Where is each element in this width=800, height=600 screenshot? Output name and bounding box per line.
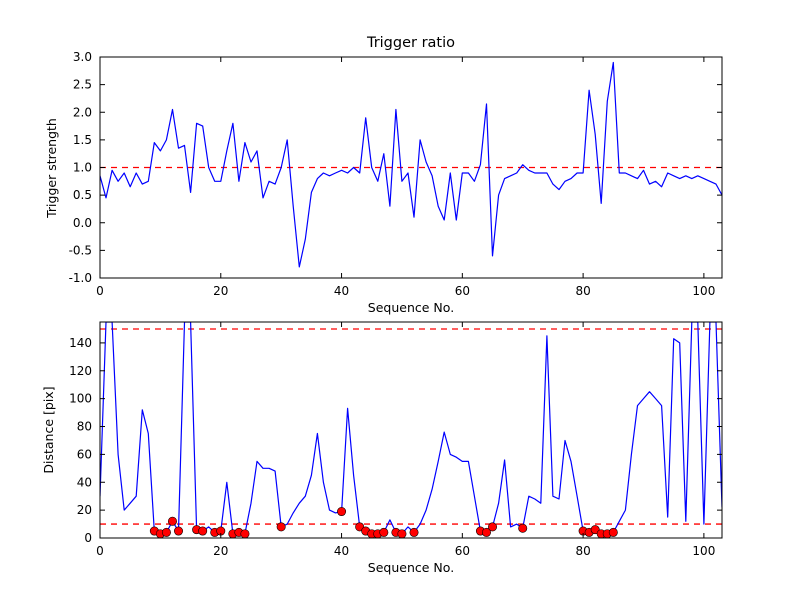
- x-tick-label: 60: [455, 284, 470, 298]
- scatter-point: [518, 523, 528, 533]
- y-tick-label: 20: [77, 503, 92, 517]
- x-tick-label: 40: [334, 544, 349, 558]
- y-tick-label: 60: [77, 447, 92, 461]
- y-tick-label: 2.0: [73, 105, 92, 119]
- y-tick-label: 1.5: [73, 133, 92, 147]
- scatter-point: [198, 526, 208, 536]
- bottom-axes: 0 20 40 60 80 100 0 20 40 60 80 100 120 140: [69, 321, 723, 558]
- y-tick-label: 1.0: [73, 161, 92, 175]
- scatter-point: [276, 522, 286, 532]
- scatter-point: [608, 527, 618, 537]
- scatter-point: [167, 516, 177, 526]
- bottom-x-axis-label: Sequence No.: [368, 560, 454, 575]
- scatter-point: [409, 527, 419, 537]
- y-tick-label: 2.5: [73, 78, 92, 92]
- scatter-point: [240, 529, 250, 538]
- x-tick-label: 60: [455, 544, 470, 558]
- y-tick-label: 0.0: [73, 216, 92, 230]
- scatter-point: [488, 522, 498, 532]
- y-tick-label: 140: [69, 336, 92, 350]
- plot-area: [100, 61, 722, 268]
- x-tick-label: 20: [213, 544, 228, 558]
- scatter-point: [397, 529, 407, 538]
- y-tick-label: 0: [84, 531, 92, 545]
- y-tick-label: 0.5: [73, 188, 92, 202]
- x-tick-label: 20: [213, 284, 228, 298]
- top-x-axis-label: Sequence No.: [368, 300, 454, 315]
- x-tick-label: 80: [575, 284, 590, 298]
- y-tick-label: 40: [77, 475, 92, 489]
- x-tick-label: 0: [96, 284, 104, 298]
- y-tick-label: 3.0: [73, 50, 92, 64]
- data-line-trigger-strength: [100, 61, 722, 268]
- x-tick-label: 0: [96, 544, 104, 558]
- x-tick-label: 100: [692, 284, 715, 298]
- y-tick-label: -0.5: [69, 243, 92, 257]
- y-tick-label: -1.0: [69, 271, 92, 285]
- scatter-point: [337, 507, 347, 517]
- bottom-y-axis-label: Distance [pix]: [41, 386, 56, 473]
- x-tick-label: 80: [575, 544, 590, 558]
- x-tick-label: 40: [334, 284, 349, 298]
- scatter-point: [379, 527, 389, 537]
- plot-area: [100, 322, 722, 538]
- y-tick-label: 120: [69, 364, 92, 378]
- x-tick-label: 100: [692, 544, 715, 558]
- top-axes: 0 20 40 60 80 100 -1.0 -0.5 0.0 0.5 1.0 1.5 2.0 2.5 3.…: [69, 50, 723, 298]
- scatter-point: [481, 527, 491, 537]
- axes-border: [99, 321, 723, 539]
- plot-background: [100, 322, 722, 538]
- chart-title: Trigger ratio: [366, 35, 455, 51]
- y-tick-label: 100: [69, 392, 92, 406]
- scatter-point: [174, 526, 184, 536]
- y-tick-label: 80: [77, 420, 92, 434]
- top-y-axis-label: Trigger strength: [44, 118, 59, 219]
- scatter-point: [161, 527, 171, 537]
